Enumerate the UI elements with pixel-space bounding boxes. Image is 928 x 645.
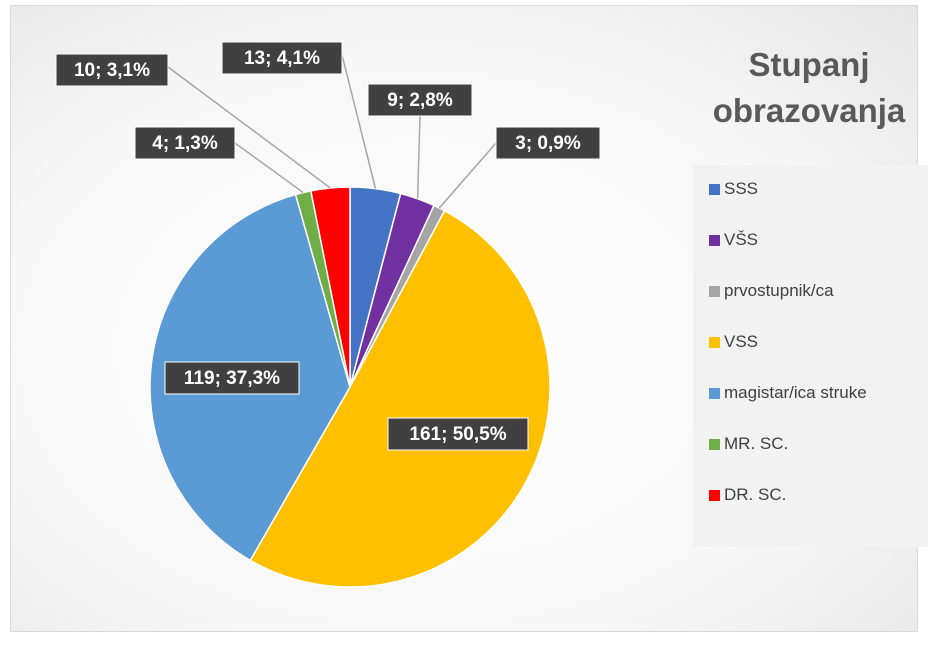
legend-label: VŠS [724,230,759,249]
data-label: 119; 37,3% [184,368,280,389]
leader-line [341,54,377,189]
legend-label: magistar/ica struke [724,383,867,402]
legend-swatch [709,489,720,501]
legend-label: DR. SC. [724,485,787,504]
data-label: 4; 1,3% [152,133,218,154]
legend-entry: VŠS [709,230,758,250]
legend-label: VSS [724,332,759,351]
legend-swatch [709,438,720,450]
legend-swatch [709,336,720,348]
legend-entry: magistar/ica struke [709,383,867,403]
data-label: 3; 0,9% [515,133,581,154]
legend-entry: prvostupnik/ca [709,281,834,301]
pie-slice [249,209,551,588]
data-label: 9; 2,8% [387,90,453,111]
data-label: 10; 3,1% [74,60,150,81]
data-label-box [55,53,169,87]
data-label-box [387,417,529,451]
data-label: 161; 50,5% [409,424,506,445]
leader-line [416,115,421,199]
legend-entry: SSS [709,179,758,199]
legend-label: prvostupnik/ca [724,281,834,300]
data-label-box [495,126,601,160]
data-label-box [367,83,473,117]
legend-label: MR. SC. [724,434,789,453]
legend-swatch [709,183,720,195]
legend-entry: VSS [709,332,758,352]
leader-line [438,142,497,209]
data-label-box [164,361,300,395]
leader-line [234,142,304,194]
chart-title: Stupanj obrazovanja [712,46,906,129]
data-label-box [134,126,236,160]
legend-swatch [709,234,720,246]
legend-swatch [709,387,720,399]
data-label-box [221,41,343,75]
legend-entry: DR. SC. [709,485,786,505]
legend: SSS VŠS prvostupnik/ca VSS magistar/ica stru… [693,165,928,547]
leader-lines [167,54,497,209]
data-label: 13; 4,1% [244,48,320,69]
leader-line [167,66,331,189]
legend-swatch [709,285,720,297]
legend-label: SSS [724,179,759,198]
legend-entry: MR. SC. [709,434,788,454]
